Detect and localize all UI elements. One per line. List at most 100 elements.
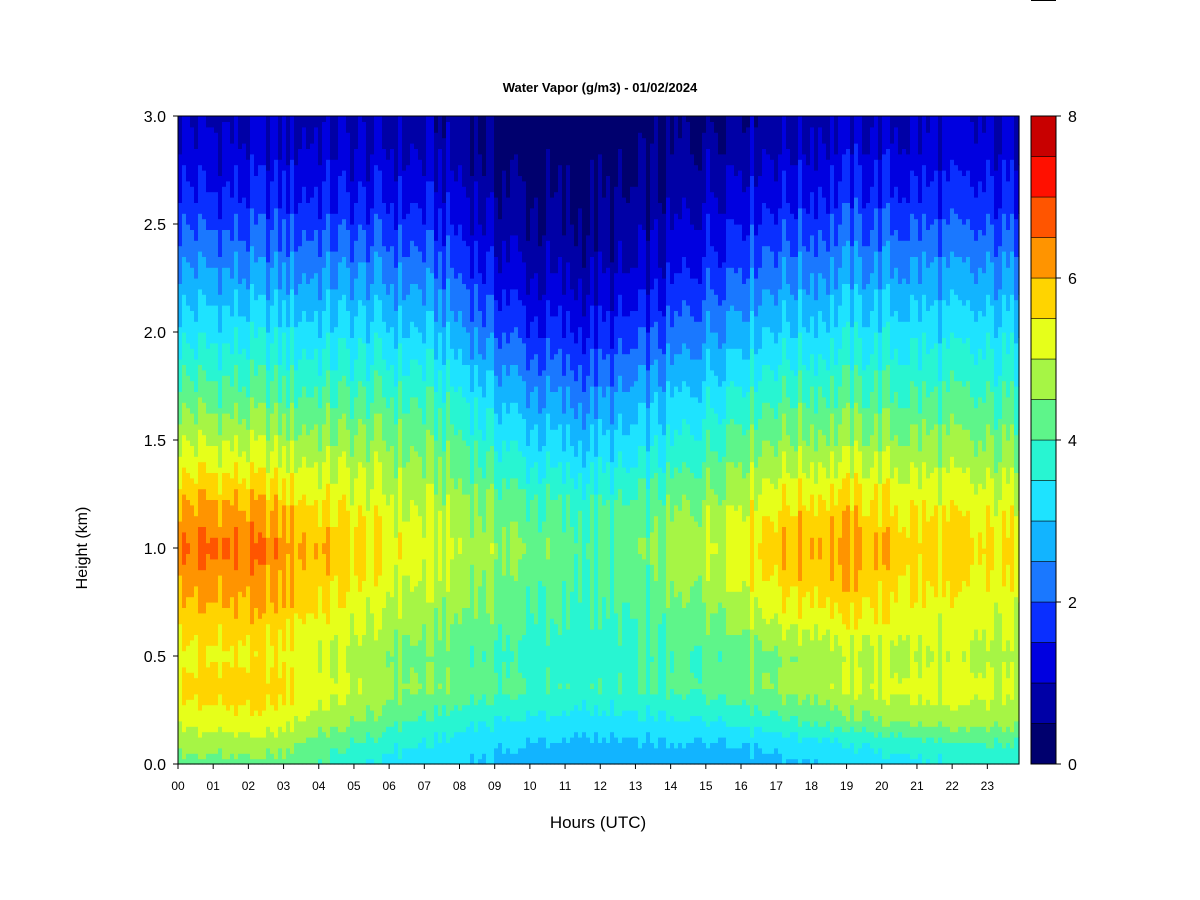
heatmap-cell bbox=[410, 116, 415, 144]
heatmap-cell bbox=[630, 423, 635, 468]
heatmap-cell bbox=[586, 558, 591, 711]
heatmap-cell bbox=[314, 348, 319, 387]
heatmap-cell bbox=[966, 256, 971, 301]
heatmap-cell bbox=[634, 737, 639, 765]
heatmap-cell bbox=[774, 731, 779, 749]
heatmap-cell bbox=[306, 202, 311, 241]
heatmap-cell bbox=[866, 596, 871, 635]
heatmap-cell bbox=[202, 256, 207, 295]
heatmap-cell bbox=[970, 272, 975, 311]
heatmap-cell bbox=[502, 288, 507, 333]
heatmap-cell bbox=[294, 715, 299, 743]
heatmap-cell bbox=[742, 477, 747, 522]
heatmap-cell bbox=[638, 720, 643, 749]
heatmap-cell bbox=[922, 726, 927, 743]
heatmap-cell bbox=[566, 629, 571, 684]
heatmap-cell bbox=[750, 499, 755, 592]
heatmap-cell bbox=[946, 116, 951, 182]
heatmap-cell bbox=[646, 294, 651, 333]
heatmap-cell bbox=[738, 224, 743, 268]
heatmap-cell bbox=[418, 332, 423, 365]
heatmap-cell bbox=[554, 272, 559, 317]
heatmap-cell bbox=[314, 461, 319, 500]
heatmap-cell bbox=[718, 386, 723, 425]
heatmap-cell bbox=[370, 758, 375, 765]
heatmap-cell bbox=[518, 299, 523, 338]
heatmap-cell bbox=[582, 499, 587, 700]
heatmap-cell bbox=[970, 229, 975, 274]
heatmap-cell bbox=[890, 731, 895, 754]
heatmap-cell bbox=[282, 170, 287, 220]
heatmap-cell bbox=[258, 164, 263, 214]
heatmap-cell bbox=[482, 396, 487, 441]
heatmap-cell bbox=[658, 623, 663, 711]
heatmap-cell bbox=[358, 224, 363, 263]
heatmap-cell bbox=[734, 510, 739, 592]
heatmap-cell bbox=[258, 294, 263, 328]
heatmap-cell bbox=[962, 580, 967, 652]
heatmap-cell bbox=[582, 353, 587, 392]
heatmap-cell bbox=[214, 499, 219, 538]
heatmap-cell bbox=[194, 753, 199, 765]
heatmap-cell bbox=[762, 688, 767, 716]
heatmap-cell bbox=[614, 353, 619, 392]
heatmap-cell bbox=[402, 116, 407, 171]
heatmap-cell bbox=[678, 116, 683, 139]
heatmap-cell bbox=[862, 477, 867, 517]
heatmap-cell bbox=[374, 585, 379, 641]
heatmap-cell bbox=[894, 267, 899, 311]
heatmap-cell bbox=[242, 116, 247, 144]
heatmap-cell bbox=[778, 477, 783, 511]
heatmap-cell bbox=[342, 450, 347, 495]
heatmap-cell bbox=[774, 267, 779, 306]
heatmap-cell bbox=[422, 710, 427, 738]
heatmap-cell bbox=[398, 224, 403, 263]
heatmap-cell bbox=[638, 364, 643, 403]
heatmap-cell bbox=[1010, 747, 1015, 765]
heatmap-cell bbox=[902, 639, 907, 679]
heatmap-cell bbox=[322, 542, 327, 554]
heatmap-cell bbox=[258, 213, 263, 257]
heatmap-cell bbox=[614, 116, 619, 187]
heatmap-cell bbox=[706, 747, 711, 765]
heatmap-cell bbox=[258, 402, 263, 436]
heatmap-cell bbox=[514, 440, 519, 479]
heatmap-cell bbox=[898, 283, 903, 322]
heatmap-cell bbox=[982, 677, 987, 700]
heatmap-cell bbox=[386, 407, 391, 452]
heatmap-cell bbox=[606, 267, 611, 311]
heatmap-cell bbox=[666, 461, 671, 495]
heatmap-cell bbox=[710, 720, 715, 743]
heatmap-cell bbox=[354, 116, 359, 149]
heatmap-cell bbox=[242, 278, 247, 317]
heatmap-cell bbox=[186, 342, 191, 376]
heatmap-cell bbox=[914, 661, 919, 706]
heatmap-cell bbox=[358, 261, 363, 301]
heatmap-cell bbox=[822, 116, 827, 144]
heatmap-cell bbox=[882, 623, 887, 700]
heatmap-cell bbox=[842, 477, 847, 511]
heatmap-cell bbox=[234, 569, 239, 619]
heatmap-cell bbox=[438, 251, 443, 290]
heatmap-cell bbox=[354, 359, 359, 398]
heatmap-cell bbox=[778, 153, 783, 209]
heatmap-cell bbox=[194, 148, 199, 203]
heatmap-cell bbox=[678, 315, 683, 355]
heatmap-cell bbox=[970, 483, 975, 538]
heatmap-cell bbox=[582, 731, 587, 765]
heatmap-cell bbox=[230, 504, 235, 598]
heatmap-cell bbox=[710, 699, 715, 722]
heatmap-cell bbox=[750, 737, 755, 760]
heatmap-cell bbox=[938, 737, 943, 754]
heatmap-cell bbox=[982, 402, 987, 452]
heatmap-cell bbox=[826, 159, 831, 214]
heatmap-cell bbox=[706, 348, 711, 387]
heatmap-cell bbox=[198, 612, 203, 711]
heatmap-cell bbox=[954, 467, 959, 506]
heatmap-cell bbox=[786, 116, 791, 149]
heatmap-cell bbox=[422, 261, 427, 306]
heatmap-cell bbox=[274, 434, 279, 468]
heatmap-cell bbox=[346, 693, 351, 727]
heatmap-cell bbox=[838, 726, 843, 743]
heatmap-cell bbox=[466, 726, 471, 765]
